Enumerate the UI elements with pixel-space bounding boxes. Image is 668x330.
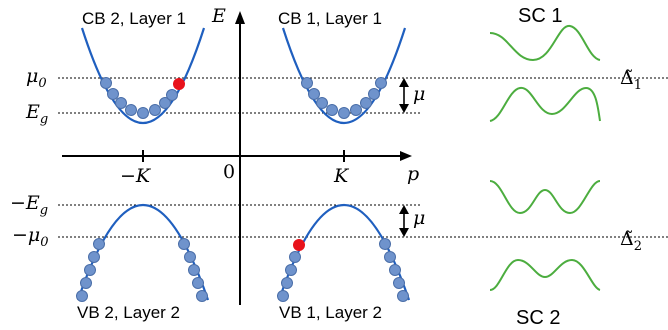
electron-dot [338, 107, 350, 119]
electron-dot [76, 290, 88, 302]
electron-dot [137, 107, 149, 119]
electron-dot [100, 77, 112, 89]
cb2-curve [80, 27, 206, 125]
sc-curves [489, 25, 601, 291]
electron-dot [379, 238, 391, 250]
sc2-label: SC 2 [516, 307, 560, 329]
electron-dot [281, 277, 293, 289]
mu-arrow-upper-head-top [399, 78, 409, 87]
mu-label-lower: μ [413, 207, 425, 229]
sc2-lower-curve [489, 258, 601, 291]
neg-mu0-base: −μ [12, 224, 40, 246]
electron-dot [393, 277, 405, 289]
electron-dot [375, 77, 387, 89]
sc2-upper-curve [489, 180, 601, 215]
electron-dot [308, 88, 320, 100]
sc1-label: SC 1 [518, 5, 562, 27]
electron-dot [115, 97, 127, 109]
axes [62, 11, 412, 305]
cb2-label: CB 2, Layer 1 [82, 9, 186, 28]
energy-axis-label: E [211, 5, 226, 27]
electron-dot [88, 251, 100, 263]
eg-label: Eg [25, 101, 48, 127]
electron-dot [159, 97, 171, 109]
electron-dot [166, 89, 178, 101]
electron-dot [285, 264, 297, 276]
electron-dot [188, 264, 200, 276]
highlighted-electron-vb1 [293, 239, 305, 251]
delta2-sub: 2 [634, 239, 642, 254]
electron-dot [350, 104, 362, 116]
electron-dot [389, 264, 401, 276]
electron-dot [178, 238, 190, 250]
electron-dot [107, 88, 119, 100]
electron-dot [93, 238, 105, 250]
neg-mu0-label: −μ0 [12, 224, 49, 250]
neg-eg-base: −E [10, 192, 40, 214]
electron-dot [289, 251, 301, 263]
electron-dot [149, 104, 161, 116]
cb1-label: CB 1, Layer 1 [278, 9, 382, 28]
mu-label-upper: μ [413, 83, 425, 105]
origin-label: 0 [223, 161, 235, 183]
minus-k-label: −K [120, 165, 152, 187]
electron-dot [192, 277, 204, 289]
mu-arrow-lower-head-bottom [399, 228, 409, 237]
mu-arrow-upper-head-bottom [399, 104, 409, 113]
mu0-label: μ0 [26, 65, 47, 91]
momentum-axis-arrow [400, 151, 412, 161]
electron-dot [80, 277, 92, 289]
electron-dot [125, 104, 137, 116]
electron-dot [84, 264, 96, 276]
eg-base: E [25, 101, 40, 123]
vb2-label: VB 2, Layer 2 [77, 303, 180, 322]
neg-eg-sub: g [40, 203, 48, 218]
cb1-curve [281, 27, 407, 125]
highlighted-electron-cb2 [173, 78, 185, 90]
highlighted-electrons [173, 78, 305, 251]
electron-dot [316, 97, 328, 109]
delta1-sub: 1 [634, 78, 642, 93]
electron-dot [384, 251, 396, 263]
electron-dot [184, 251, 196, 263]
delta2-base: Δ̃ [620, 228, 634, 250]
delta1-label: Δ̃1 [620, 67, 642, 93]
sc1-upper-curve [489, 25, 601, 62]
electron-dot [397, 290, 409, 302]
eg-sub: g [40, 112, 48, 127]
electron-dot [368, 88, 380, 100]
delta2-label: Δ̃2 [620, 228, 642, 254]
mu0-sub: 0 [38, 76, 46, 91]
momentum-axis-label: p [407, 163, 419, 185]
mu0-base: μ [26, 65, 38, 87]
band-curves [76, 27, 411, 301]
electron-dot [301, 77, 313, 89]
sc1-lower-curve [489, 86, 601, 122]
mu-arrows [399, 78, 409, 237]
vb1-label: VB 1, Layer 2 [279, 303, 382, 322]
electron-dots [76, 77, 409, 302]
neg-eg-label: −Eg [10, 192, 48, 218]
k-label: K [333, 165, 350, 187]
electron-dot [360, 97, 372, 109]
energy-axis-arrow [235, 11, 245, 24]
electron-dot [196, 290, 208, 302]
neg-mu0-sub: 0 [40, 235, 48, 250]
electron-dot [326, 104, 338, 116]
delta1-base: Δ̃ [620, 67, 634, 89]
electron-dot [277, 290, 289, 302]
mu-arrow-lower-head-top [399, 205, 409, 214]
